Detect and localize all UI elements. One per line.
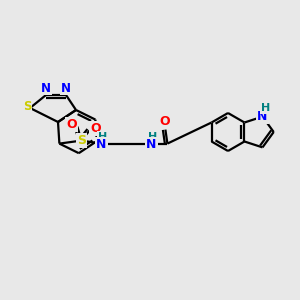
Text: N: N [257, 110, 268, 123]
Text: H: H [261, 103, 270, 113]
Text: N: N [96, 138, 106, 151]
Text: H: H [148, 132, 157, 142]
Text: N: N [61, 82, 71, 94]
Text: N: N [41, 82, 51, 94]
Text: H: H [98, 132, 107, 142]
Text: O: O [66, 118, 77, 131]
Text: O: O [90, 122, 101, 135]
Text: S: S [77, 134, 86, 147]
Text: S: S [23, 100, 31, 113]
Text: N: N [146, 138, 157, 151]
Text: O: O [159, 115, 170, 128]
